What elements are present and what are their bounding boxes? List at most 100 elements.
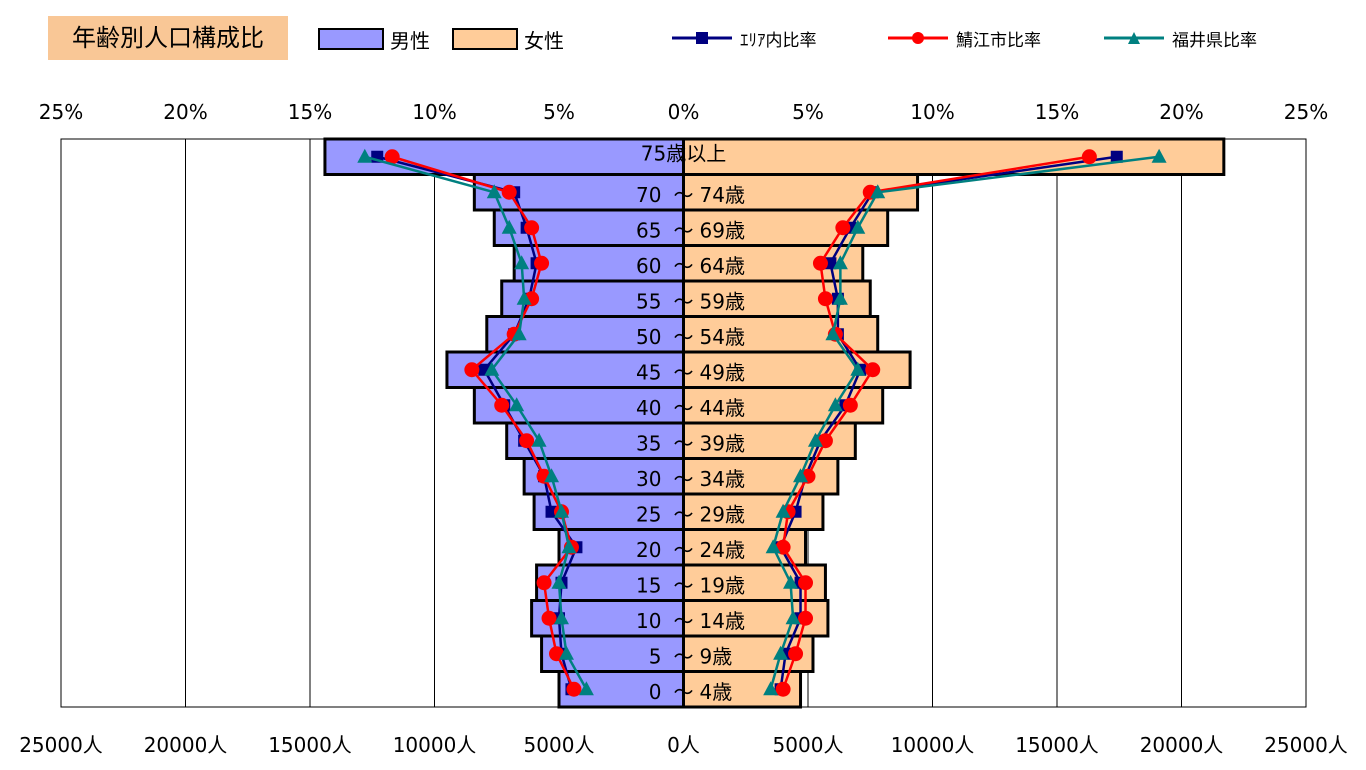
fukui-female-marker: [763, 681, 779, 696]
fukui-female-marker: [832, 290, 848, 305]
ratio-tick-label: 5%: [792, 100, 824, 124]
fukui-female-marker: [783, 574, 799, 589]
chart-title: 年齢別人口構成比: [48, 16, 288, 60]
fukui-female-marker: [827, 397, 843, 412]
age-label-from: 60: [636, 254, 661, 278]
age-label-from: 20: [636, 538, 661, 562]
ratio-tick-label: 25%: [1284, 100, 1328, 124]
legend-fukui-label: 福井県比率: [1172, 30, 1257, 51]
legend-area: ｴﾘｱ内比率: [670, 26, 817, 51]
age-label-tilde: ～: [674, 645, 694, 669]
fukui-male-marker: [561, 539, 577, 554]
legend-sabae-marker: [888, 32, 948, 44]
age-label-to: 49歳: [700, 361, 745, 385]
age-label-tilde: ～: [674, 574, 694, 598]
fukui-male-line: [364, 155, 588, 690]
age-label-tilde: ～: [674, 538, 694, 562]
age-label-to: 64歳: [700, 254, 745, 278]
age-label-from: 0: [649, 680, 662, 704]
age-label-to: 14歳: [700, 609, 745, 633]
age-label-from: 70: [636, 183, 661, 207]
age-label-tilde: ～: [674, 467, 694, 491]
sabae-female-marker: [865, 362, 881, 378]
age-label-tilde: ～: [674, 432, 694, 456]
sabae-female-marker: [798, 610, 814, 626]
legend-female: 女性: [452, 25, 564, 53]
age-label: 75歳以上: [641, 142, 726, 166]
age-label-to: 74歳: [700, 183, 745, 207]
age-label-from: 30: [636, 467, 661, 491]
population-tick-label: 0人: [667, 733, 700, 757]
sabae-male-marker: [536, 575, 552, 591]
age-label-to: 69歳: [700, 219, 745, 243]
age-label-to: 39歳: [700, 432, 745, 456]
sabae-male-line: [391, 155, 576, 690]
fukui-male-marker: [501, 219, 517, 234]
age-label-tilde: ～: [674, 503, 694, 527]
area-female-marker: [1110, 150, 1123, 163]
fukui-female-marker: [1151, 148, 1167, 163]
population-tick-label: 10000人: [891, 733, 975, 757]
age-label-tilde: ～: [674, 219, 694, 243]
sabae-male-marker: [501, 184, 517, 200]
ratio-tick-label: 10%: [412, 100, 456, 124]
legend-area-label: ｴﾘｱ内比率: [740, 30, 817, 51]
fukui-female-marker: [850, 361, 866, 376]
male-bar: [505, 421, 685, 460]
population-tick-label: 20000人: [1140, 733, 1224, 757]
age-label-tilde: ～: [674, 254, 694, 278]
fukui-male-marker: [357, 148, 373, 163]
area-male-marker: [545, 505, 558, 518]
sabae-male-marker: [524, 220, 540, 236]
age-label-tilde: ～: [674, 183, 694, 207]
population-tick-label: 25000人: [1264, 733, 1348, 757]
fukui-female-marker: [807, 432, 823, 447]
age-label-to: 4歳: [700, 680, 733, 704]
legend-sabae: 鯖江市比率: [886, 26, 1041, 51]
age-label-to: 29歳: [700, 503, 745, 527]
legend-area-marker: [672, 32, 732, 44]
legend-sabae-label: 鯖江市比率: [956, 30, 1041, 51]
fukui-female-marker: [775, 503, 791, 518]
population-tick-label: 15000人: [1015, 733, 1099, 757]
sabae-female-marker: [775, 681, 791, 697]
population-tick-label: 10000人: [393, 733, 477, 757]
legend-male-swatch: [318, 28, 384, 50]
sabae-male-marker: [566, 681, 582, 697]
fukui-female-marker: [785, 610, 801, 625]
ratio-tick-label: 0%: [668, 100, 700, 124]
fukui-male-marker: [484, 361, 500, 376]
legend-fukui-marker: [1104, 32, 1164, 44]
fukui-male-marker: [486, 184, 502, 199]
sabae-male-marker: [464, 362, 480, 378]
age-label-from: 35: [636, 432, 661, 456]
sabae-female-marker: [842, 397, 858, 413]
sabae-female-marker: [835, 220, 851, 236]
age-label-from: 10: [636, 609, 661, 633]
age-label-to: 34歳: [700, 467, 745, 491]
sabae-male-marker: [519, 433, 535, 449]
ratio-tick-label: 5%: [543, 100, 575, 124]
age-label-from: 55: [636, 290, 661, 314]
fukui-male-marker: [514, 255, 530, 270]
fukui-male-marker: [553, 503, 569, 518]
legend-fukui: 福井県比率: [1102, 26, 1257, 51]
age-label-from: 65: [636, 219, 661, 243]
fukui-female-marker: [765, 539, 781, 554]
age-label-tilde: ～: [674, 680, 694, 704]
population-tick-label: 15000人: [268, 733, 352, 757]
fukui-male-marker: [531, 432, 547, 447]
fukui-male-marker: [509, 397, 525, 412]
age-label-tilde: ～: [674, 609, 694, 633]
fukui-male-marker: [558, 645, 574, 660]
legend-female-label: 女性: [524, 28, 564, 53]
fukui-female-marker: [773, 645, 789, 660]
sabae-female-line: [781, 155, 1090, 690]
population-tick-label: 25000人: [19, 733, 103, 757]
population-tick-label: 20000人: [144, 733, 228, 757]
sabae-male-marker: [541, 610, 557, 626]
population-tick-label: 5000人: [773, 733, 844, 757]
ratio-tick-label: 15%: [288, 100, 332, 124]
age-label-tilde: ～: [674, 325, 694, 349]
